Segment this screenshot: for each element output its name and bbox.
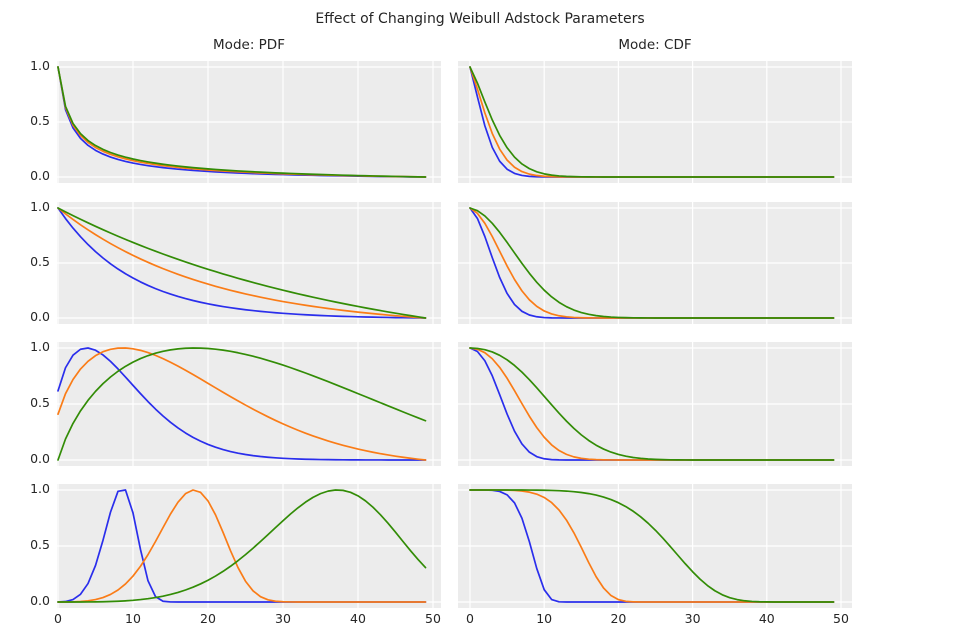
x-tick-label: 40 [758, 611, 775, 626]
y-tick-label: 0.5 [30, 254, 50, 269]
x-tick-label: 10 [125, 611, 141, 626]
y-tick-label: 0.0 [30, 593, 50, 608]
curve-lam=20-pdf-shape5 [57, 489, 427, 603]
curve-lam=20-pdf-shape1.5 [57, 347, 427, 461]
y-tick-label: 0.0 [30, 168, 50, 183]
y-tick-label: 1.0 [30, 481, 50, 496]
y-tick-label: 1.0 [30, 58, 50, 73]
y-tick-label: 1.0 [30, 199, 50, 214]
x-tick-label: 20 [610, 611, 627, 626]
curve-lam=20-pdf-shape1 [57, 207, 427, 319]
y-tick-label: 0.0 [30, 309, 50, 324]
x-tick-label: 0 [54, 611, 62, 626]
y-tick-label: 0.0 [30, 451, 50, 466]
x-tick-label: 30 [275, 611, 291, 626]
x-tick-label: 50 [833, 611, 849, 626]
x-tick-label: 50 [425, 611, 441, 626]
curve-lam=40-cdf-shape5 [469, 489, 835, 603]
x-tick-label: 10 [536, 611, 553, 626]
x-tick-label: 40 [350, 611, 366, 626]
curve-lam=40-cdf-shape1 [469, 207, 835, 319]
subplot-title-mode-cdf: Mode: CDF [618, 37, 692, 53]
x-tick-label: 0 [466, 611, 474, 626]
curve-lam=40-cdf-shape0.5 [469, 66, 835, 178]
y-tick-label: 0.5 [30, 395, 50, 410]
y-tick-label: 0.5 [30, 537, 50, 552]
x-tick-label: 30 [684, 611, 701, 626]
curve-lam=40-pdf-shape1 [57, 207, 427, 319]
subplot-title-mode-pdf: Mode: PDF [213, 37, 285, 53]
figure-title: Effect of Changing Weibull Adstock Param… [315, 11, 645, 27]
y-tick-label: 1.0 [30, 339, 50, 354]
curve-lam=40-pdf-shape1.5 [57, 347, 427, 461]
curve-lam=40-pdf-shape5 [57, 489, 427, 603]
curve-lam=40-cdf-shape1.5 [469, 347, 835, 461]
x-tick-label: 20 [200, 611, 216, 626]
curve-lam=40-pdf-shape0.5 [57, 66, 427, 178]
curve-lam=10-pdf-shape1 [57, 207, 427, 319]
y-tick-label: 0.5 [30, 113, 50, 128]
